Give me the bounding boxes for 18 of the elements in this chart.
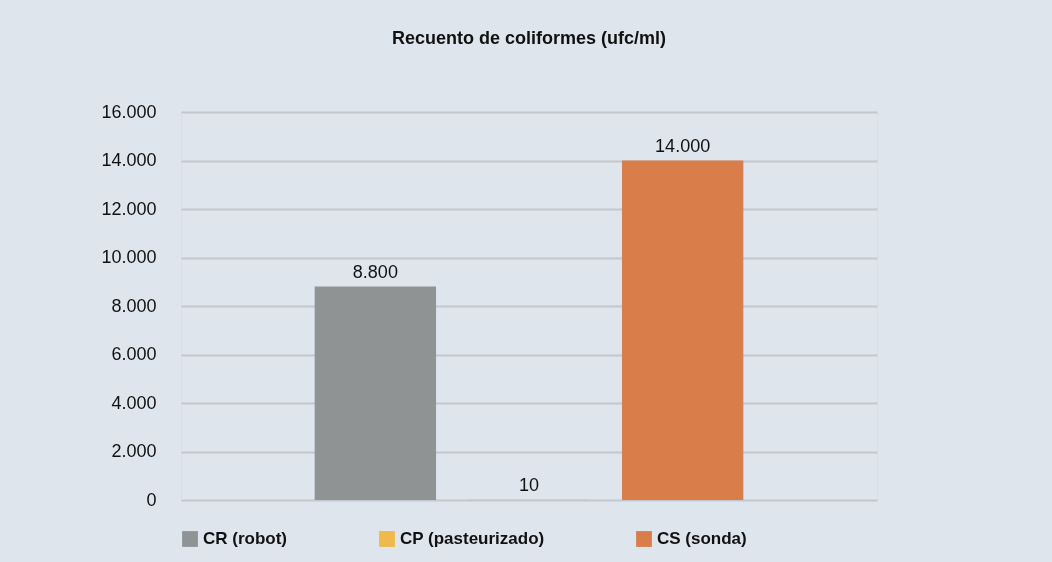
bar bbox=[621, 160, 744, 500]
chart-title: Recuento de coliformes (ufc/ml) bbox=[391, 28, 667, 48]
data-label: 14.000 bbox=[655, 135, 711, 156]
bar bbox=[314, 286, 437, 500]
data-label: 8.800 bbox=[352, 261, 398, 282]
legend-label: CS (sonda) bbox=[657, 529, 747, 548]
legend-label: CP (pasteurizado) bbox=[400, 529, 545, 548]
y-tick-label: 10.000 bbox=[101, 247, 157, 267]
y-tick-label: 2.000 bbox=[111, 441, 157, 461]
y-tick-label: 8.000 bbox=[111, 295, 157, 316]
y-tick-label: 14.000 bbox=[101, 150, 157, 170]
y-tick-label: 0 bbox=[146, 489, 157, 510]
y-tick-label: 12.000 bbox=[101, 198, 157, 219]
data-label: 10 bbox=[518, 474, 540, 495]
y-tick-label: 16.000 bbox=[101, 101, 157, 122]
legend-label: CR (robot) bbox=[203, 529, 288, 548]
y-tick-label: 4.000 bbox=[111, 392, 157, 413]
y-tick-label: 6.000 bbox=[111, 344, 157, 364]
